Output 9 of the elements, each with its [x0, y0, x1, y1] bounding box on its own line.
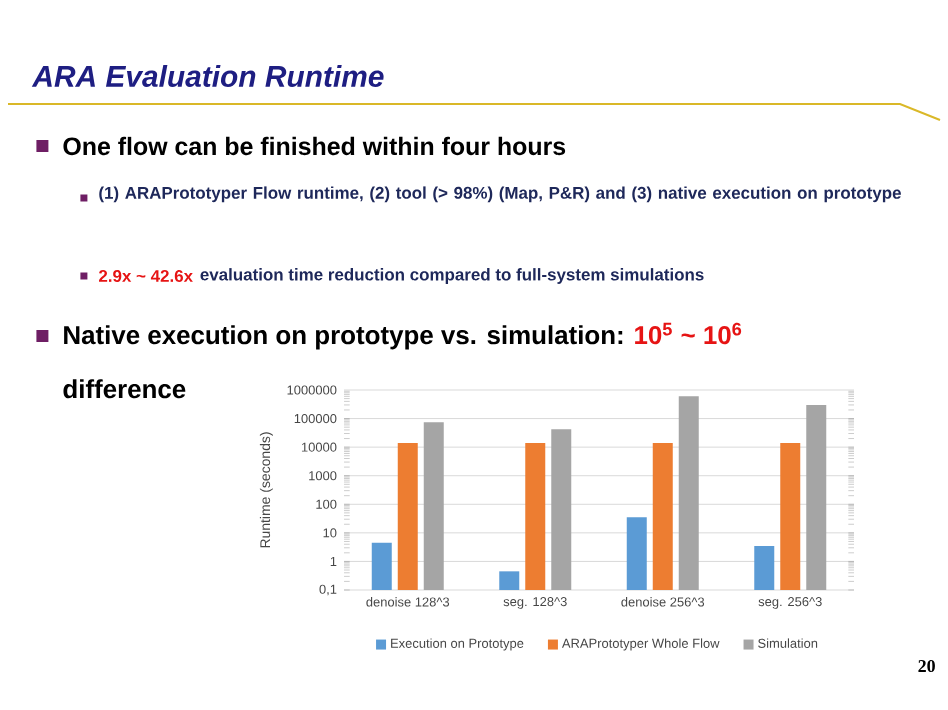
text: 20 [918, 659, 935, 673]
chart-title: ARA Evaluation Runtime [31, 65, 384, 87]
text: One flow can be finished within four hours [63, 136, 566, 156]
text: 2.9x ~ 42.6x [99, 270, 193, 282]
text: (1) ARAPrototyper Flow runtime, (2) tool (> 98%) (Map, P&R) and (3) native execution on prototype [99, 186, 901, 203]
text: difference [63, 379, 186, 399]
text: 10$^{5}$ ~ 10$^{6}$ [635, 322, 742, 345]
text: evaluation time reduction compared to full-system simulations [200, 268, 704, 284]
text: Native execution on prototype vs. simulation: [64, 325, 623, 350]
